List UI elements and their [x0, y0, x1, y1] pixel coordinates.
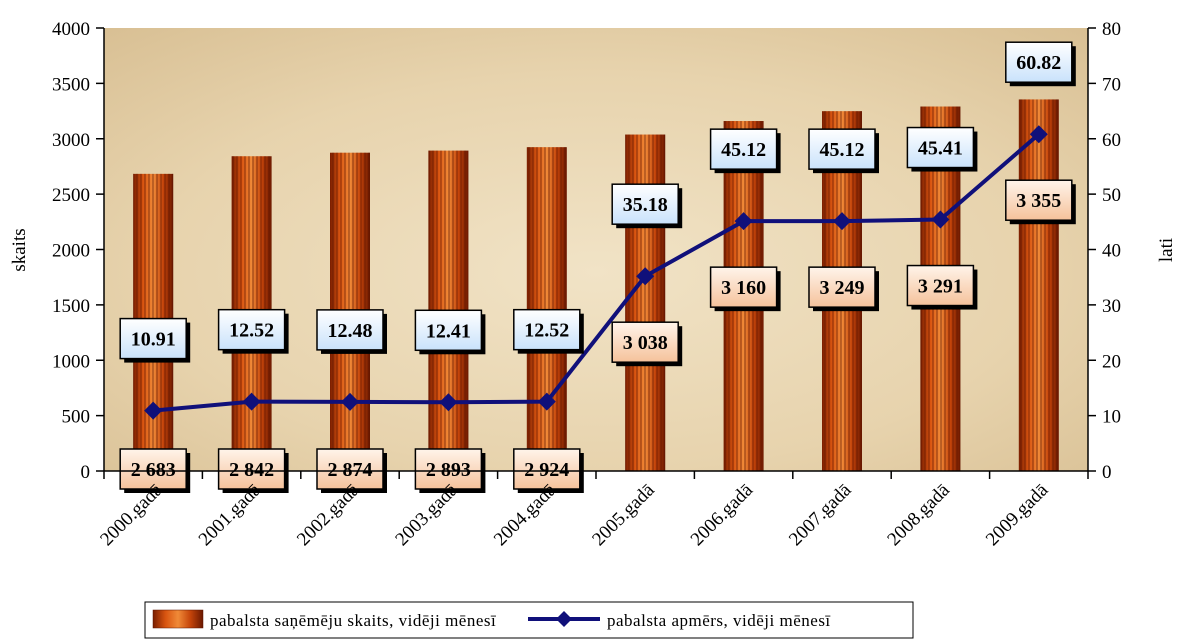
count-label: 3 249 — [808, 266, 879, 312]
svg-text:10.91: 10.91 — [131, 329, 176, 351]
x-tick-label: 2007.gadā — [785, 479, 856, 550]
y-tick-label: 2500 — [52, 185, 90, 206]
y-axis-title: skaits — [9, 228, 30, 271]
amount-label: 12.52 — [513, 308, 584, 354]
amount-label: 12.52 — [217, 308, 289, 354]
count-label: 3 160 — [709, 266, 781, 312]
svg-text:45.41: 45.41 — [918, 138, 963, 160]
svg-text:3 160: 3 160 — [721, 277, 766, 299]
svg-text:2 874: 2 874 — [328, 459, 373, 481]
svg-text:3 355: 3 355 — [1016, 190, 1061, 212]
y2-tick-label: 60 — [1102, 130, 1121, 151]
line-point — [1029, 125, 1048, 144]
line-point — [931, 210, 950, 229]
amount-label: 12.41 — [414, 309, 486, 355]
svg-text:12.48: 12.48 — [328, 320, 373, 342]
svg-text:2 683: 2 683 — [131, 459, 176, 481]
amount-label: 45.12 — [709, 128, 781, 174]
y2-tick-label: 30 — [1102, 296, 1121, 317]
svg-text:35.18: 35.18 — [623, 194, 668, 216]
legend-label-line: pabalsta apmērs, vidēji mēnesī — [607, 611, 831, 630]
amount-label: 35.18 — [611, 183, 683, 229]
count-label: 2 893 — [414, 448, 486, 493]
line-point — [341, 392, 359, 411]
x-tick-label: 2005.gadā — [588, 479, 659, 550]
y2-tick-label: 10 — [1102, 407, 1121, 428]
amount-label: 45.41 — [906, 126, 978, 172]
y2-tick-label: 0 — [1102, 462, 1112, 483]
svg-text:3 249: 3 249 — [820, 277, 865, 299]
svg-text:2 924: 2 924 — [524, 459, 569, 481]
x-tick-label: 2006.gadā — [687, 479, 758, 550]
svg-text:3 038: 3 038 — [623, 332, 668, 354]
amount-label: 45.12 — [808, 128, 879, 174]
line-point — [833, 212, 851, 231]
count-label: 2 842 — [217, 448, 289, 493]
svg-text:3 291: 3 291 — [918, 276, 963, 298]
count-label: 3 355 — [1005, 179, 1076, 225]
x-tick-label: 2008.gadā — [883, 479, 954, 550]
svg-text:12.41: 12.41 — [426, 320, 471, 342]
line-point — [242, 392, 261, 411]
svg-text:45.12: 45.12 — [820, 139, 865, 161]
y-tick-label: 500 — [62, 407, 91, 428]
y2-tick-label: 50 — [1102, 185, 1121, 206]
legend-label-bars: pabalsta saņēmēju skaits, vidēji mēnesī — [210, 611, 496, 630]
line-point — [636, 267, 655, 286]
y2-tick-label: 40 — [1102, 241, 1121, 262]
line-point — [144, 401, 163, 420]
count-label: 2 924 — [513, 448, 584, 493]
line-point — [537, 392, 556, 411]
count-label: 2 874 — [316, 448, 387, 493]
y2-axis-title: lati — [1156, 238, 1177, 262]
svg-text:12.52: 12.52 — [524, 320, 569, 342]
amount-label: 60.82 — [1005, 41, 1076, 87]
svg-text:60.82: 60.82 — [1016, 52, 1061, 74]
svg-text:2 893: 2 893 — [426, 459, 471, 481]
legend-box — [144, 601, 914, 639]
bar — [1018, 99, 1059, 471]
y2-tick-label: 20 — [1102, 351, 1121, 372]
count-label: 2 683 — [119, 448, 191, 493]
y2-tick-label: 70 — [1102, 74, 1121, 95]
svg-text:2 842: 2 842 — [229, 459, 274, 481]
y-tick-label: 4000 — [52, 19, 90, 40]
y-tick-label: 1000 — [52, 351, 90, 372]
y-tick-label: 3500 — [52, 74, 90, 95]
legend: pabalsta saņēmēju skaits, vidēji mēnesī … — [144, 601, 914, 639]
line-point — [734, 212, 753, 231]
line-point — [439, 393, 458, 412]
count-label: 3 291 — [906, 264, 978, 310]
x-tick-label: 2009.gadā — [982, 479, 1053, 550]
line-layer — [144, 125, 1048, 420]
legend-marker — [556, 611, 572, 627]
svg-text:12.52: 12.52 — [229, 320, 274, 342]
y-tick-label: 0 — [81, 462, 91, 483]
count-label: 3 038 — [611, 321, 683, 367]
amount-label: 12.48 — [316, 309, 387, 354]
legend-swatch-bars — [152, 609, 204, 629]
y2-tick-label: 80 — [1102, 19, 1121, 40]
amount-label: 10.91 — [119, 317, 191, 363]
series-line — [153, 132, 1041, 413]
svg-text:45.12: 45.12 — [721, 139, 766, 161]
labels-layer: 2 683 2 842 2 874 2 893 2 924 3 038 3 160 3 249… — [119, 41, 1076, 493]
y-tick-label: 3000 — [52, 130, 90, 151]
y-tick-label: 2000 — [52, 241, 90, 262]
y-tick-label: 1500 — [52, 296, 90, 317]
